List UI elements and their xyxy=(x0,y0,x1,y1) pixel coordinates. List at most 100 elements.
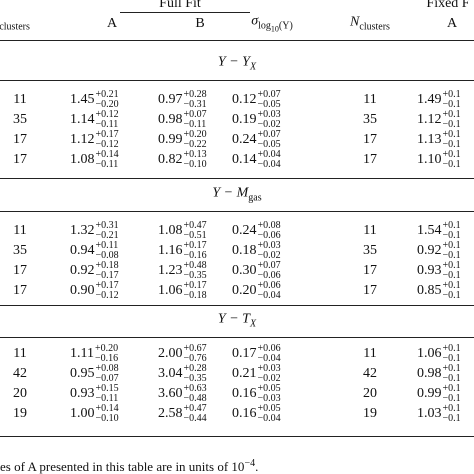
value: 0.19 xyxy=(232,112,257,128)
error-scripts: +0.07 −0.05 xyxy=(258,90,281,110)
column-header: A xyxy=(107,17,117,31)
rule xyxy=(0,305,474,306)
value: 1.06 xyxy=(158,283,183,299)
upper-error: +0.20 xyxy=(94,343,119,354)
upper-error: +0.18 xyxy=(95,260,119,271)
error-scripts: +0.20 −0.16 xyxy=(95,344,118,364)
table-cell: 0.99 +0.1 −0.1 xyxy=(417,384,461,404)
table-cell: 1.08 +0.47 −0.51 xyxy=(158,221,207,241)
section-title: Y − TX xyxy=(218,312,257,330)
column-header: Nclusters xyxy=(350,15,390,33)
table-cell: 1.14 +0.12 −0.11 xyxy=(70,110,119,130)
lower-error: −0.22 xyxy=(183,139,207,150)
lower-error: −0.1 xyxy=(442,119,461,130)
table-cell: 0.92 +0.1 −0.1 xyxy=(417,241,461,261)
header-sub: log10(Y) xyxy=(258,20,293,34)
column-header: A xyxy=(447,17,457,31)
error-scripts: +0.08 −0.06 xyxy=(258,221,281,241)
table-cell: 42 xyxy=(363,366,377,381)
lower-error: −0.04 xyxy=(257,290,281,301)
value: 0.99 xyxy=(158,132,183,148)
error-scripts: +0.12 −0.11 xyxy=(96,110,119,130)
upper-error: +0.48 xyxy=(183,260,207,271)
table-cell: 0.14 +0.04 −0.04 xyxy=(232,150,281,170)
column-header: B xyxy=(195,17,204,31)
value: 0.98 xyxy=(417,366,442,382)
error-scripts: +0.18 −0.17 xyxy=(96,261,119,281)
section-sub: gas xyxy=(248,192,262,204)
table-cell: 42 xyxy=(13,366,27,381)
lower-error: −0.17 xyxy=(95,270,119,281)
table-cell: 0.20 +0.06 −0.04 xyxy=(232,281,281,301)
lower-error: −0.1 xyxy=(442,159,461,170)
rule xyxy=(0,436,474,437)
header-label: A xyxy=(446,16,458,31)
error-scripts: +0.03 −0.02 xyxy=(258,364,281,384)
value: 1.08 xyxy=(70,152,95,168)
error-scripts: +0.20 −0.22 xyxy=(184,130,207,150)
section-sub: X xyxy=(249,318,257,330)
lower-error: −0.02 xyxy=(257,250,281,261)
footnote-text: es of A presented in this table are in u… xyxy=(0,459,245,474)
table-cell: 1.32 +0.31 −0.21 xyxy=(70,221,119,241)
upper-error: +0.07 xyxy=(183,109,207,120)
error-scripts: +0.1 −0.1 xyxy=(443,261,461,281)
value: 0.17 xyxy=(232,346,257,362)
rule xyxy=(0,40,474,41)
upper-error: +0.14 xyxy=(95,149,119,160)
upper-error: +0.47 xyxy=(183,403,207,414)
table-cell: 11 xyxy=(13,92,27,107)
table-cell: 20 xyxy=(363,386,377,401)
value: 0.16 xyxy=(232,406,257,422)
upper-error: +0.1 xyxy=(442,129,461,140)
value: 1.54 xyxy=(417,223,442,239)
error-scripts: +0.06 −0.04 xyxy=(258,344,281,364)
upper-error: +0.1 xyxy=(442,89,461,100)
lower-error: −0.10 xyxy=(95,413,119,424)
error-scripts: +0.08 −0.07 xyxy=(96,364,119,384)
table-cell: 35 xyxy=(13,243,27,258)
upper-error: +0.1 xyxy=(442,343,461,354)
table-cell: 0.16 +0.05 −0.03 xyxy=(232,384,281,404)
table-cell: 19 xyxy=(363,406,377,421)
upper-error: +0.05 xyxy=(257,403,281,414)
upper-error: +0.14 xyxy=(95,403,119,414)
lower-error: −0.06 xyxy=(257,230,281,241)
error-scripts: +0.1 −0.1 xyxy=(443,281,461,301)
upper-error: +0.1 xyxy=(442,280,461,291)
table-cell: 17 xyxy=(363,152,377,167)
table-cell: 1.08 +0.14 −0.11 xyxy=(70,150,119,170)
table-cell: 1.00 +0.14 −0.10 xyxy=(70,404,119,424)
lower-error: −0.06 xyxy=(257,270,281,281)
table-cell: 0.17 +0.06 −0.04 xyxy=(232,344,281,364)
lower-error: −0.44 xyxy=(183,413,207,424)
value: 2.58 xyxy=(158,406,183,422)
value: 0.95 xyxy=(70,366,95,382)
upper-error: +0.17 xyxy=(95,129,119,140)
lower-error: −0.11 xyxy=(95,393,119,404)
header-sub: clusters xyxy=(359,21,390,33)
value: 0.24 xyxy=(232,223,257,239)
upper-error: +0.1 xyxy=(442,220,461,231)
value: 0.12 xyxy=(232,92,257,108)
value: 1.12 xyxy=(417,112,442,128)
upper-error: +0.20 xyxy=(183,129,207,140)
value: 1.06 xyxy=(417,346,442,362)
table-cell: 0.21 +0.03 −0.02 xyxy=(232,364,281,384)
value: 0.90 xyxy=(70,283,95,299)
table-cell: 0.16 +0.05 −0.04 xyxy=(232,404,281,424)
lower-error: −0.1 xyxy=(442,290,461,301)
footnote-end: . xyxy=(255,459,259,474)
table-cell: 11 xyxy=(13,346,27,361)
upper-error: +0.15 xyxy=(95,383,119,394)
value: 1.00 xyxy=(70,406,95,422)
error-scripts: +0.05 −0.04 xyxy=(258,404,281,424)
rule xyxy=(120,12,250,13)
table-cell: 11 xyxy=(363,92,377,107)
value: 1.32 xyxy=(70,223,95,239)
group-header: Fixed F xyxy=(426,0,470,11)
lower-error: −0.04 xyxy=(257,413,281,424)
table-cell: 35 xyxy=(363,112,377,127)
table-cell: 1.16 +0.17 −0.16 xyxy=(158,241,207,261)
